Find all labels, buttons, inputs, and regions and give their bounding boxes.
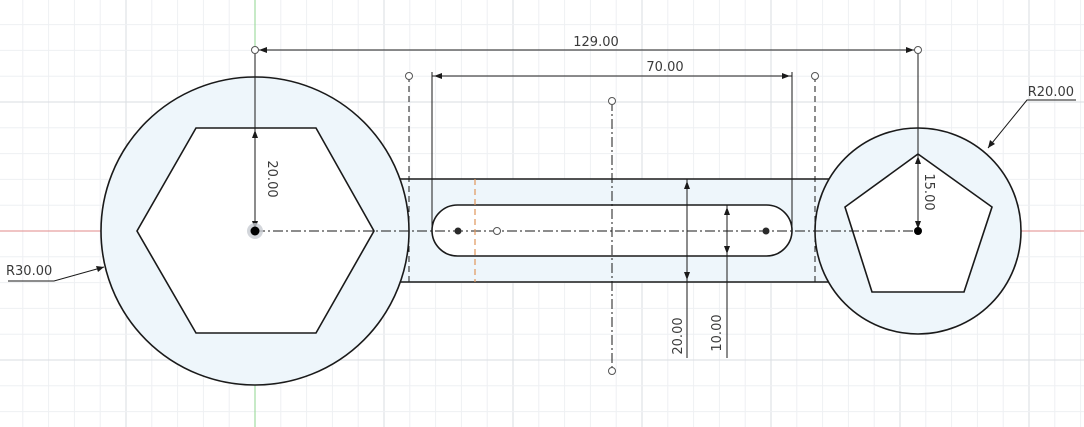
origin-point[interactable]: [250, 226, 260, 236]
slot-left-center-point[interactable]: [454, 227, 462, 235]
dimension-slot-width[interactable]: 10.00: [710, 205, 730, 358]
dimension-pentagon[interactable]: 15.00: [915, 154, 936, 231]
dimension-anchor-point[interactable]: [251, 46, 259, 54]
overall-dimension-label[interactable]: 129.00: [573, 35, 619, 50]
small-radius-label[interactable]: R20.00: [1028, 85, 1074, 100]
slot-width-dimension-label[interactable]: 10.00: [710, 314, 725, 351]
link-width-dimension-label[interactable]: 20.00: [671, 317, 686, 354]
pentagon-dimension-label[interactable]: 15.00: [921, 173, 936, 210]
midline-top-point[interactable]: [608, 97, 616, 105]
large-radius-label[interactable]: R30.00: [6, 264, 52, 279]
dimension-slot-length[interactable]: 70.00: [431, 60, 793, 231]
slot-right-center-point[interactable]: [762, 227, 770, 235]
pentagon-center-point[interactable]: [914, 227, 922, 235]
construction-end-point[interactable]: [811, 72, 819, 80]
construction-end-point[interactable]: [405, 72, 413, 80]
small-radius-leader[interactable]: R20.00: [987, 85, 1076, 149]
dimension-anchor-point[interactable]: [914, 46, 922, 54]
dimension-link-width[interactable]: 20.00: [671, 179, 690, 358]
slot-sketch-point[interactable]: [493, 227, 501, 235]
large-radius-leader[interactable]: R30.00: [6, 264, 105, 282]
hexagon-dimension-label[interactable]: 20.00: [264, 160, 279, 197]
midline-bottom-point[interactable]: [608, 367, 616, 375]
slot-length-dimension-label[interactable]: 70.00: [646, 60, 683, 75]
